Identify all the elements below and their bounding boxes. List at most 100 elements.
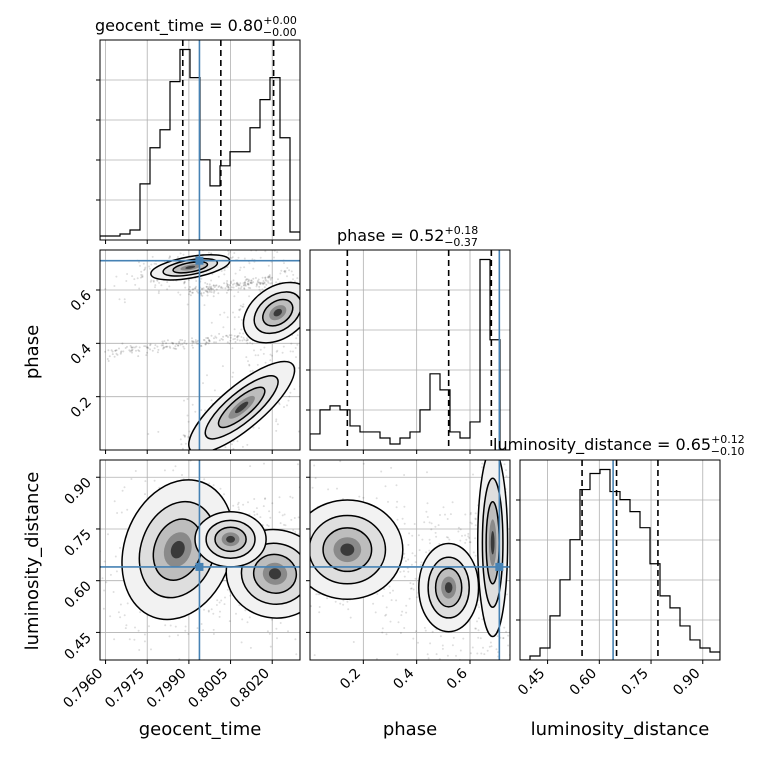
- sample-point: [139, 495, 141, 497]
- sample-point: [181, 423, 183, 425]
- sample-point: [489, 641, 492, 644]
- x-axis-label-geocent-time: geocent_time: [139, 719, 262, 740]
- sample-point: [155, 469, 157, 471]
- sample-point: [507, 644, 510, 647]
- y-tick-label: 0.90: [61, 475, 94, 508]
- sample-point: [134, 626, 136, 629]
- sample-point: [306, 359, 308, 361]
- sample-point: [233, 295, 236, 298]
- density-level: [444, 582, 453, 594]
- sample-point: [261, 276, 264, 279]
- sample-point: [113, 285, 116, 287]
- sample-point: [388, 666, 390, 668]
- sample-point: [132, 346, 135, 349]
- sample-point: [269, 516, 272, 519]
- sample-point: [275, 627, 278, 630]
- density-level: [185, 265, 196, 269]
- sample-point: [248, 363, 251, 366]
- contour-line: [476, 460, 509, 638]
- sample-point: [208, 285, 211, 288]
- sample-point: [189, 294, 192, 297]
- sample-point: [188, 430, 191, 433]
- sample-point: [303, 333, 305, 335]
- sample-point: [236, 283, 239, 286]
- sample-point: [234, 337, 236, 340]
- sample-point: [330, 621, 332, 623]
- sample-point: [250, 282, 253, 285]
- sample-point: [183, 434, 186, 437]
- sample-point: [134, 470, 137, 472]
- sample-point: [250, 279, 253, 282]
- sample-point: [144, 266, 147, 269]
- sample-point: [103, 719, 105, 721]
- sample-point: [141, 274, 144, 277]
- sample-point: [230, 282, 232, 285]
- sample-point: [154, 344, 157, 347]
- sample-point: [483, 653, 486, 656]
- sample-point: [174, 625, 177, 628]
- sample-point: [411, 534, 414, 537]
- sample-point: [161, 342, 164, 345]
- contour-line: [310, 499, 404, 601]
- sample-point: [257, 278, 260, 281]
- sample-point: [192, 346, 194, 349]
- sample-point: [269, 277, 272, 280]
- sample-point: [262, 352, 265, 355]
- sample-point: [206, 294, 209, 297]
- sample-point: [166, 288, 169, 291]
- sample-point: [311, 486, 314, 489]
- sample-point: [275, 509, 277, 511]
- sample-point: [304, 290, 306, 292]
- sample-point: [188, 286, 191, 288]
- sample-point: [186, 452, 188, 454]
- sample-point: [226, 280, 229, 282]
- sample-point: [412, 637, 415, 640]
- sample-point: [150, 263, 153, 266]
- x-tick-label: 0.60: [567, 666, 600, 699]
- sample-point: [396, 518, 399, 521]
- sample-point: [227, 336, 229, 338]
- sample-point: [226, 265, 229, 268]
- sample-point: [206, 290, 209, 293]
- sample-point: [385, 613, 388, 616]
- sample-point: [126, 345, 128, 348]
- sample-point: [275, 281, 278, 284]
- sample-point: [339, 460, 342, 463]
- sample-point: [101, 577, 104, 580]
- title-luminosity-distance: luminosity_distance = 0.65+0.12 −0.10: [493, 433, 745, 458]
- sample-point: [475, 627, 477, 630]
- sample-point: [203, 478, 206, 481]
- sample-point: [409, 582, 412, 585]
- sample-point: [240, 285, 243, 288]
- sample-point: [226, 703, 228, 705]
- sample-point: [106, 358, 109, 360]
- sample-point: [160, 469, 162, 471]
- sample-point: [420, 561, 423, 564]
- sample-point: [277, 278, 279, 281]
- sample-point: [236, 281, 239, 284]
- sample-point: [227, 289, 230, 292]
- sample-point: [175, 343, 178, 346]
- sample-point: [236, 336, 239, 339]
- sample-point: [426, 502, 429, 505]
- sample-point: [249, 287, 252, 290]
- sample-point: [130, 346, 133, 349]
- sample-point: [222, 326, 225, 329]
- sample-point: [401, 517, 404, 520]
- histogram-step: [520, 468, 720, 660]
- sample-point: [237, 291, 240, 294]
- sample-point: [225, 282, 228, 285]
- sample-point: [372, 602, 375, 605]
- axes-frame: [99, 39, 301, 241]
- sample-point: [352, 641, 355, 643]
- sample-point: [191, 291, 194, 294]
- sample-point: [148, 625, 150, 628]
- sample-point: [290, 342, 293, 345]
- sample-point: [226, 341, 229, 344]
- sample-point: [396, 653, 399, 656]
- sample-point: [135, 349, 137, 352]
- sample-point: [303, 285, 305, 287]
- sample-point: [151, 255, 154, 258]
- y-axis-label-phase: phase: [22, 325, 43, 379]
